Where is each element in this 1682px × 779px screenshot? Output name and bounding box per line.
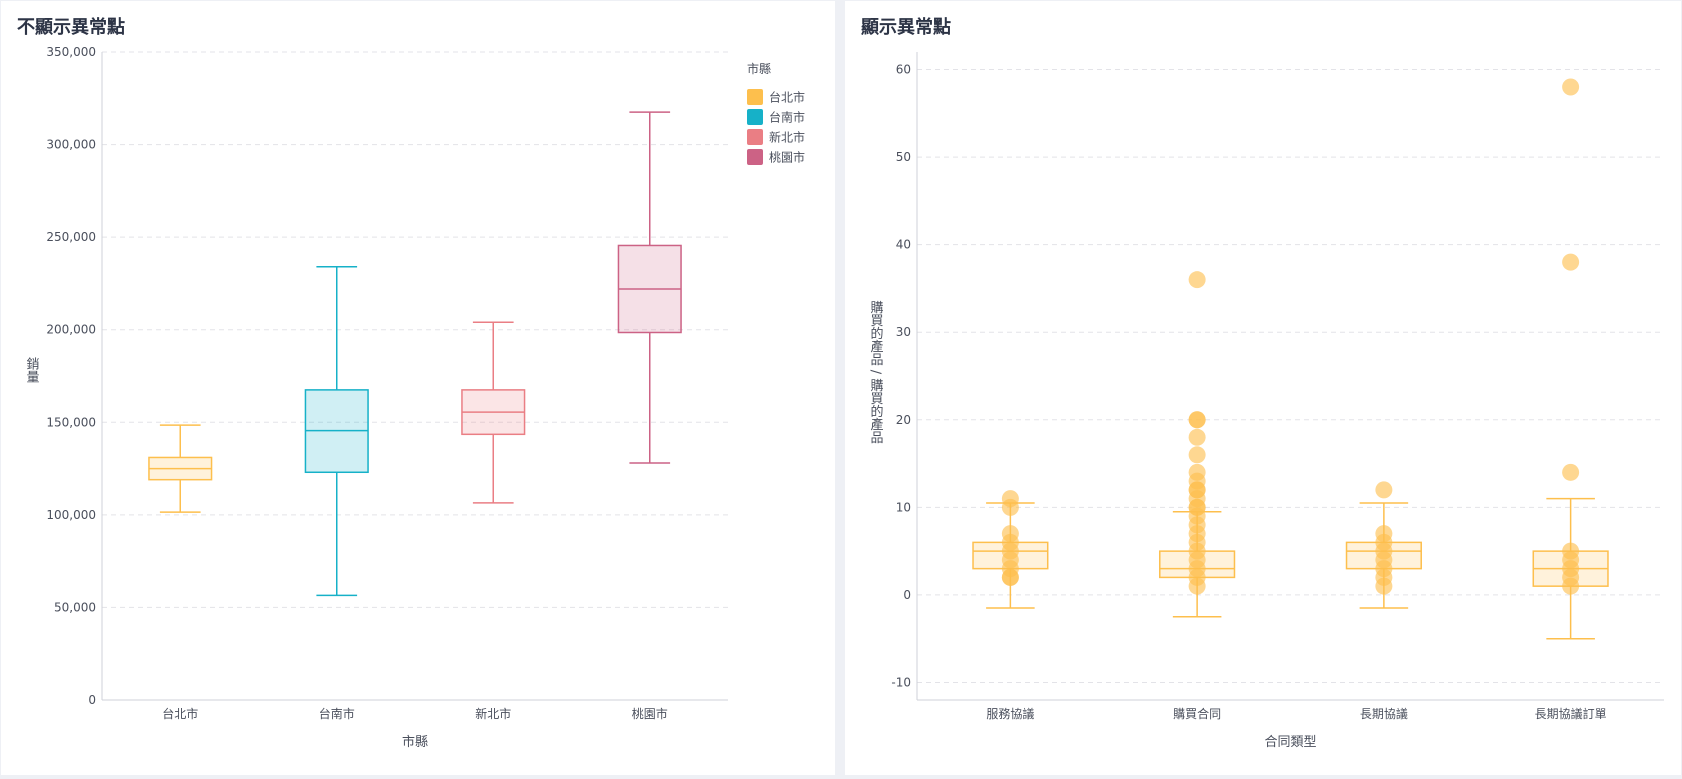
x-tick-label: 桃園市 (632, 706, 668, 721)
chart-title: 顯示異常點 (861, 17, 951, 38)
y-axis-title: 銷量 (24, 356, 40, 383)
y-tick-label: 0 (88, 693, 96, 707)
data-point (1188, 577, 1206, 595)
data-point (1375, 481, 1393, 499)
chart-panel-no-outliers: 不顯示異常點 0 50,000 100,000 150,000 200,000 250,0… (1, 1, 835, 775)
x-tick-label: 台南市 (319, 706, 355, 721)
y-tick-label: 10 (896, 500, 911, 514)
y-tick-label: 250,000 (46, 230, 96, 244)
x-tick-label: 服務協議 (986, 706, 1034, 721)
legend-swatch (747, 89, 763, 105)
data-point (1562, 577, 1580, 595)
chart-panel-with-outliers: 顯示異常點 -10 0 10 20 30 40 50 60 服務協議 購買合同 長期協議 長期協議訂單… (845, 1, 1681, 775)
legend-label: 桃園市 (769, 150, 805, 165)
x-tick-label: 長期協議 (1360, 706, 1408, 721)
data-point (1562, 78, 1580, 96)
y-axis-title: 購買的產品 / 購買的產品 (868, 301, 884, 444)
legend-title: 市縣 (747, 61, 771, 76)
legend-swatch (747, 129, 763, 145)
y-tick-label: 300,000 (46, 138, 96, 152)
x-tick-label: 長期協議訂單 (1535, 706, 1607, 721)
x-tick-label: 購買合同 (1173, 706, 1221, 721)
x-axis-title: 市縣 (402, 734, 428, 750)
y-tick-label: 20 (896, 413, 911, 427)
y-tick-label: 0 (903, 588, 911, 602)
legend-swatch (747, 149, 763, 165)
x-axis-title: 合同類型 (1264, 735, 1316, 750)
legend-label: 新北市 (769, 130, 805, 145)
y-tick-label: 40 (896, 238, 911, 252)
y-tick-label: 100,000 (46, 508, 96, 522)
y-tick-label: 150,000 (46, 415, 96, 429)
boxplot-chart-no-outliers: 0 50,000 100,000 150,000 200,000 250,000 300,0… (24, 45, 806, 750)
chart-title: 不顯示異常點 (17, 17, 125, 38)
x-tick-label: 新北市 (475, 706, 511, 721)
data-point (1001, 498, 1019, 516)
y-tick-label: 60 (896, 63, 911, 77)
data-point (1001, 568, 1019, 586)
data-point (1375, 577, 1393, 595)
data-point (1188, 271, 1206, 289)
data-point (1188, 446, 1206, 464)
legend-swatch (747, 109, 763, 125)
data-point (1188, 428, 1206, 446)
y-tick-label: 200,000 (46, 323, 96, 337)
data-point (1188, 411, 1206, 429)
legend-label: 台南市 (769, 110, 805, 125)
legend-label: 台北市 (769, 90, 805, 105)
x-tick-label: 台北市 (162, 706, 198, 721)
data-point (1562, 463, 1580, 481)
y-tick-label: -10 (891, 675, 911, 689)
y-tick-label: 50 (896, 150, 911, 164)
y-tick-label: 30 (896, 325, 911, 339)
data-point (1562, 253, 1580, 271)
y-tick-label: 350,000 (46, 45, 96, 59)
y-tick-label: 50,000 (54, 600, 96, 614)
